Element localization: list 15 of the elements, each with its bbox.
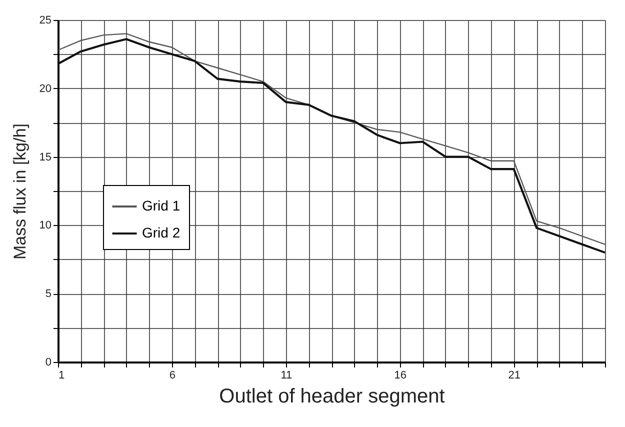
y-tick-label: 0 [45, 356, 52, 368]
y-tick-label: 25 [39, 14, 52, 26]
x-axis-title: Outlet of header segment [219, 386, 446, 408]
y-axis-title: Mass flux in [kg/h] [10, 123, 30, 260]
y-tick-label: 20 [39, 82, 52, 95]
x-tick-label: 16 [394, 370, 406, 382]
legend-label: Grid 1 [142, 198, 180, 214]
legend-label: Grid 2 [142, 224, 180, 240]
y-tick-label: 5 [45, 288, 52, 300]
y-tick-label: 10 [39, 220, 52, 232]
x-tick-label: 6 [169, 370, 176, 382]
x-tick-label: 21 [508, 370, 520, 382]
y-tick-label: 15 [39, 151, 52, 164]
x-tick-label: 11 [280, 370, 292, 382]
x-tick-label: 1 [58, 370, 65, 382]
